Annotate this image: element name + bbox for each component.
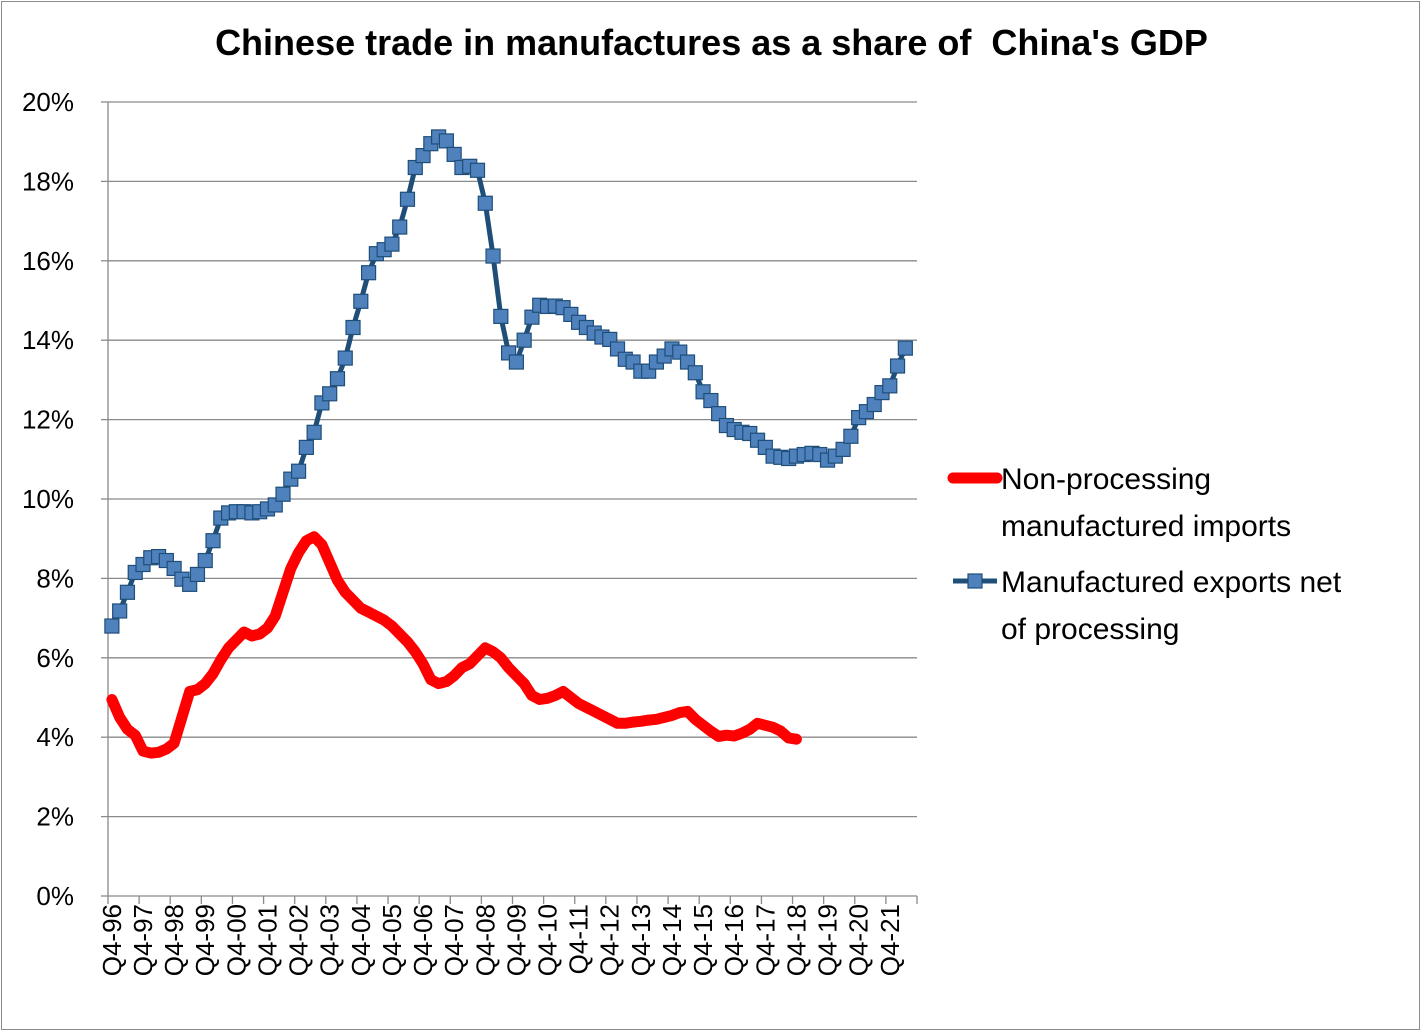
data-point-exports: [882, 378, 898, 394]
x-tick-label: Q4-05: [377, 904, 407, 976]
x-tick-label: Q4-13: [626, 904, 656, 976]
data-point-exports: [112, 603, 128, 619]
data-point-exports: [687, 365, 703, 381]
x-tick-label: Q4-09: [501, 904, 531, 976]
y-tick-label: 18%: [22, 166, 74, 196]
data-point-exports: [205, 533, 221, 549]
y-tick-label: 10%: [22, 484, 74, 514]
data-point-exports: [306, 424, 322, 440]
gridlines: [108, 101, 917, 818]
x-tick-label: Q4-02: [284, 904, 314, 976]
data-point-exports: [866, 396, 882, 413]
series-line-exports: [109, 134, 908, 628]
y-tick-label: 20%: [22, 87, 74, 117]
data-point-exports: [290, 463, 307, 479]
x-tick-label: Q4-10: [533, 904, 563, 976]
y-tick-label: 6%: [36, 643, 74, 673]
data-point-exports: [703, 392, 719, 409]
data-point-exports: [446, 146, 462, 163]
x-tick-label: Q4-19: [813, 904, 843, 976]
x-tick-label: Q4-04: [346, 904, 376, 976]
x-tick-label: Q4-08: [470, 904, 500, 976]
data-point-exports: [711, 406, 727, 422]
x-tick-label: Q4-15: [688, 904, 718, 976]
data-point-exports: [493, 308, 509, 324]
legend-label: of processing: [1001, 613, 1179, 646]
x-tick-label: Q4-12: [595, 904, 625, 976]
x-tick-label: Q4-06: [408, 904, 438, 976]
data-point-exports: [329, 371, 346, 387]
data-point-exports: [889, 358, 906, 374]
y-tick-label: 0%: [36, 881, 74, 911]
y-tick-label: 14%: [22, 325, 74, 355]
x-axis-tick-labels: Q4-96 Q4-97 Q4-98 Q4-99 Q4-00 Q4-01 Q4-02 Q4-03…: [97, 904, 905, 976]
series-layer: [104, 129, 913, 759]
series-line-imports: [106, 531, 802, 759]
x-tick-label: Q4-07: [439, 904, 469, 976]
data-point-exports: [469, 162, 486, 178]
data-point-exports: [843, 428, 859, 444]
data-point-exports: [897, 340, 913, 356]
data-point-exports: [384, 236, 400, 252]
y-tick-label: 12%: [22, 405, 74, 435]
legend: Non-processing manufactured imports Manufa…: [947, 463, 1342, 646]
data-point-exports: [275, 486, 291, 502]
data-point-exports: [353, 293, 369, 309]
data-point-exports: [360, 265, 377, 281]
y-tick-label: 2%: [36, 802, 74, 832]
x-tick-label: Q4-96: [97, 904, 127, 976]
data-point-exports: [197, 552, 213, 569]
x-tick-label: Q4-98: [159, 904, 189, 976]
x-tick-label: Q4-14: [657, 904, 687, 976]
x-tick-label: Q4-17: [750, 904, 780, 976]
x-tick-label: Q4-03: [315, 904, 345, 976]
legend-label: manufactured imports: [1001, 510, 1291, 543]
y-axis-tick-labels: 0% 2% 4% 6% 8% 10% 12% 14% 16% 18% 20%: [22, 87, 74, 911]
y-tick-label: 8%: [36, 563, 74, 593]
axes: [101, 101, 918, 904]
data-point-exports: [508, 354, 524, 370]
x-tick-label: Q4-11: [564, 904, 594, 974]
x-tick-label: Q4-97: [128, 904, 158, 976]
data-point-exports: [438, 133, 454, 149]
data-point-exports: [524, 309, 540, 325]
x-tick-label: Q4-00: [221, 904, 251, 976]
x-tick-label: Q4-16: [719, 904, 749, 976]
data-point-exports: [345, 319, 361, 336]
data-point-exports: [119, 584, 136, 600]
data-point-exports: [485, 248, 501, 264]
x-tick-label: Q4-21: [875, 904, 905, 976]
data-point-exports: [415, 147, 431, 164]
data-point-exports: [477, 195, 493, 211]
legend-marker-exports: [967, 573, 983, 589]
x-tick-label: Q4-18: [781, 904, 811, 976]
data-point-exports: [189, 566, 206, 583]
x-tick-label: Q4-20: [844, 904, 874, 976]
y-tick-label: 16%: [22, 246, 74, 276]
x-tick-label: Q4-01: [252, 904, 282, 976]
data-point-exports: [407, 159, 423, 176]
data-point-exports: [399, 191, 416, 207]
data-point-exports: [835, 441, 851, 457]
y-tick-label: 4%: [36, 722, 74, 752]
legend-label: Non-processing: [1001, 463, 1211, 496]
legend-label: Manufactured exports net: [1001, 566, 1342, 599]
data-point-exports: [298, 439, 314, 455]
data-point-exports: [516, 332, 532, 348]
x-tick-label: Q4-99: [190, 904, 220, 976]
data-point-exports: [104, 618, 120, 634]
chart-title: Chinese trade in manufactures as a share…: [215, 22, 1208, 63]
data-point-exports: [392, 219, 408, 235]
data-point-exports: [322, 386, 338, 402]
data-point-exports: [337, 350, 353, 366]
